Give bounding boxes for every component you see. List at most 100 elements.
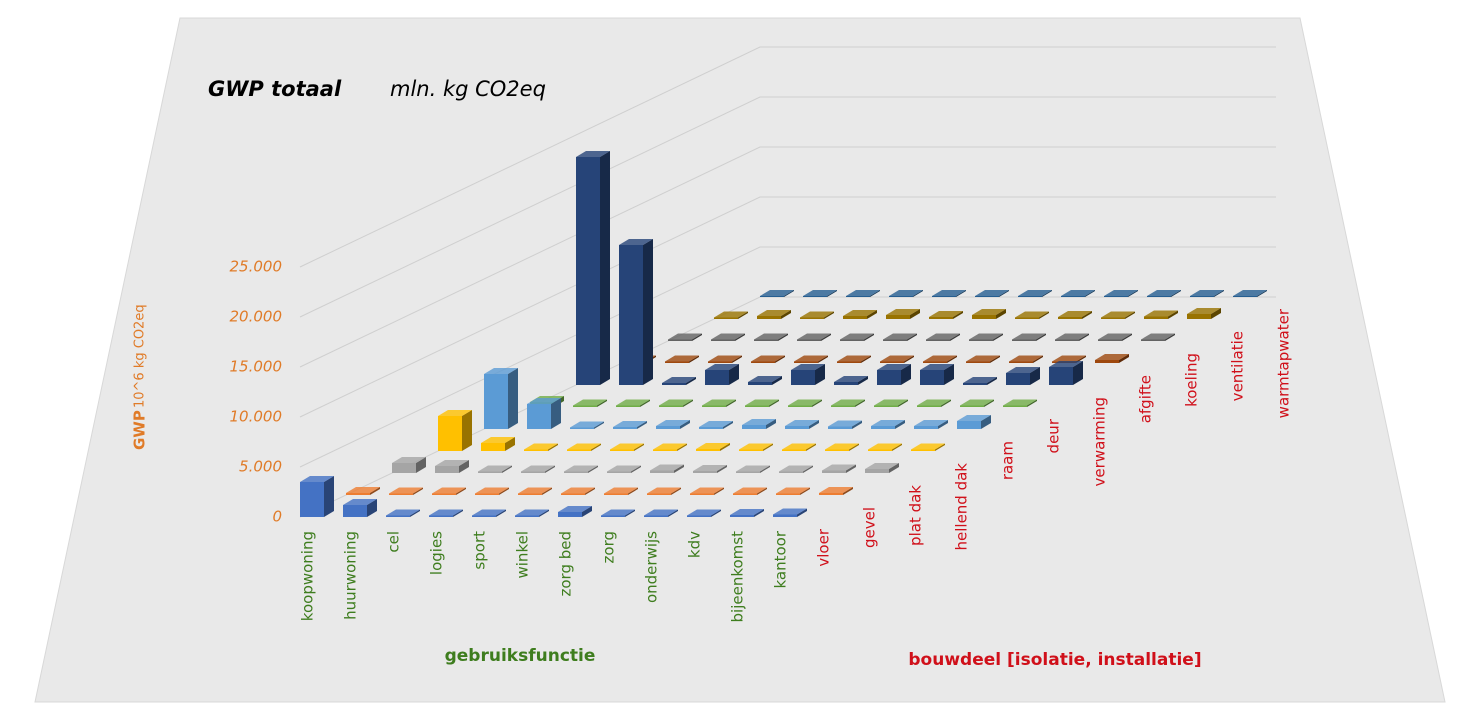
bar-front (693, 471, 717, 473)
bar (558, 506, 592, 517)
bar (757, 310, 791, 319)
bar (1190, 290, 1224, 297)
bar-front (573, 405, 597, 407)
bar-front (613, 427, 637, 429)
bar (693, 465, 727, 473)
bar-side (861, 355, 871, 363)
y-tick-label: 25.000 (230, 258, 283, 276)
bar-side (551, 398, 561, 429)
bar (1012, 333, 1046, 341)
bar-front (699, 427, 723, 429)
bar-side (772, 376, 782, 385)
bar-top (687, 509, 721, 516)
bar-top (837, 355, 871, 362)
bar-side (459, 460, 469, 473)
bar-side (1079, 333, 1089, 341)
bar-side (864, 333, 874, 341)
bar-top (653, 443, 687, 450)
bar-side (628, 487, 638, 495)
bar (601, 509, 635, 517)
bar (714, 311, 748, 319)
bar (834, 376, 868, 385)
bar-side (824, 311, 834, 319)
bar (1003, 399, 1037, 407)
bar-side (763, 443, 773, 451)
bar-top (797, 333, 831, 340)
bar-front (751, 361, 775, 363)
bar-front (1190, 296, 1214, 297)
bar (831, 399, 865, 407)
bar (1095, 354, 1129, 363)
bar-side (800, 487, 810, 495)
bar-front (1003, 405, 1027, 407)
bar-front (748, 382, 772, 385)
bar-front (567, 449, 591, 451)
bar (843, 310, 877, 319)
bar-front (484, 374, 508, 429)
bar-top (714, 311, 748, 318)
bar-front (346, 493, 370, 495)
bar-top (524, 443, 558, 450)
bar-top (911, 443, 945, 450)
bar-side (843, 487, 853, 495)
bar-top (730, 509, 764, 515)
bar-top (558, 506, 592, 512)
bar-top (576, 151, 610, 157)
bar-side (714, 487, 724, 495)
bar-front (757, 316, 781, 319)
bar-front (472, 515, 496, 517)
bar-side (597, 399, 607, 407)
bar (957, 415, 991, 429)
bar-front (389, 493, 413, 495)
bar (696, 443, 730, 451)
row-label: afgifte (1137, 375, 1155, 423)
bar-front (386, 515, 410, 517)
bar-front (871, 426, 895, 429)
bar-side (1082, 311, 1092, 319)
bar-side (999, 290, 1009, 297)
bar-front (834, 382, 858, 385)
bar (1015, 311, 1049, 319)
bar (871, 420, 905, 429)
bar-top (1190, 290, 1224, 296)
bar-top (610, 443, 644, 450)
bar-front (604, 493, 628, 495)
bar-top (607, 465, 641, 472)
row-label: warmtapwater (1275, 308, 1293, 418)
bar-front (914, 426, 938, 429)
bar-front (1009, 361, 1033, 363)
bar-front (647, 493, 671, 495)
bar-side (499, 487, 509, 495)
bar-front (825, 449, 849, 451)
bar-side (634, 443, 644, 451)
bar (914, 420, 948, 429)
bar-side (732, 355, 742, 363)
bar-side (944, 364, 954, 385)
bar-front (1187, 314, 1211, 319)
bar (521, 465, 555, 473)
chart-subtitle: mln. kg CO2eq (390, 77, 546, 101)
bar (963, 377, 997, 385)
bar-front (926, 339, 950, 341)
bar-side (892, 443, 902, 451)
bar (794, 355, 828, 363)
bar-top (472, 509, 506, 516)
bar-front (668, 339, 692, 341)
bar-front (1098, 339, 1122, 341)
bar (739, 443, 773, 451)
bar (524, 443, 558, 451)
bar-top (782, 443, 816, 450)
bar (748, 376, 782, 385)
bar-top (705, 364, 739, 370)
bar (886, 309, 920, 319)
bar-side (594, 421, 604, 429)
grid-line (299, 246, 1276, 468)
bar (837, 355, 871, 363)
bar-front (1233, 296, 1257, 297)
bar (880, 355, 914, 363)
bar (653, 443, 687, 451)
bar-front (969, 339, 993, 341)
bar-top (616, 399, 650, 406)
bar-front (1147, 296, 1171, 297)
